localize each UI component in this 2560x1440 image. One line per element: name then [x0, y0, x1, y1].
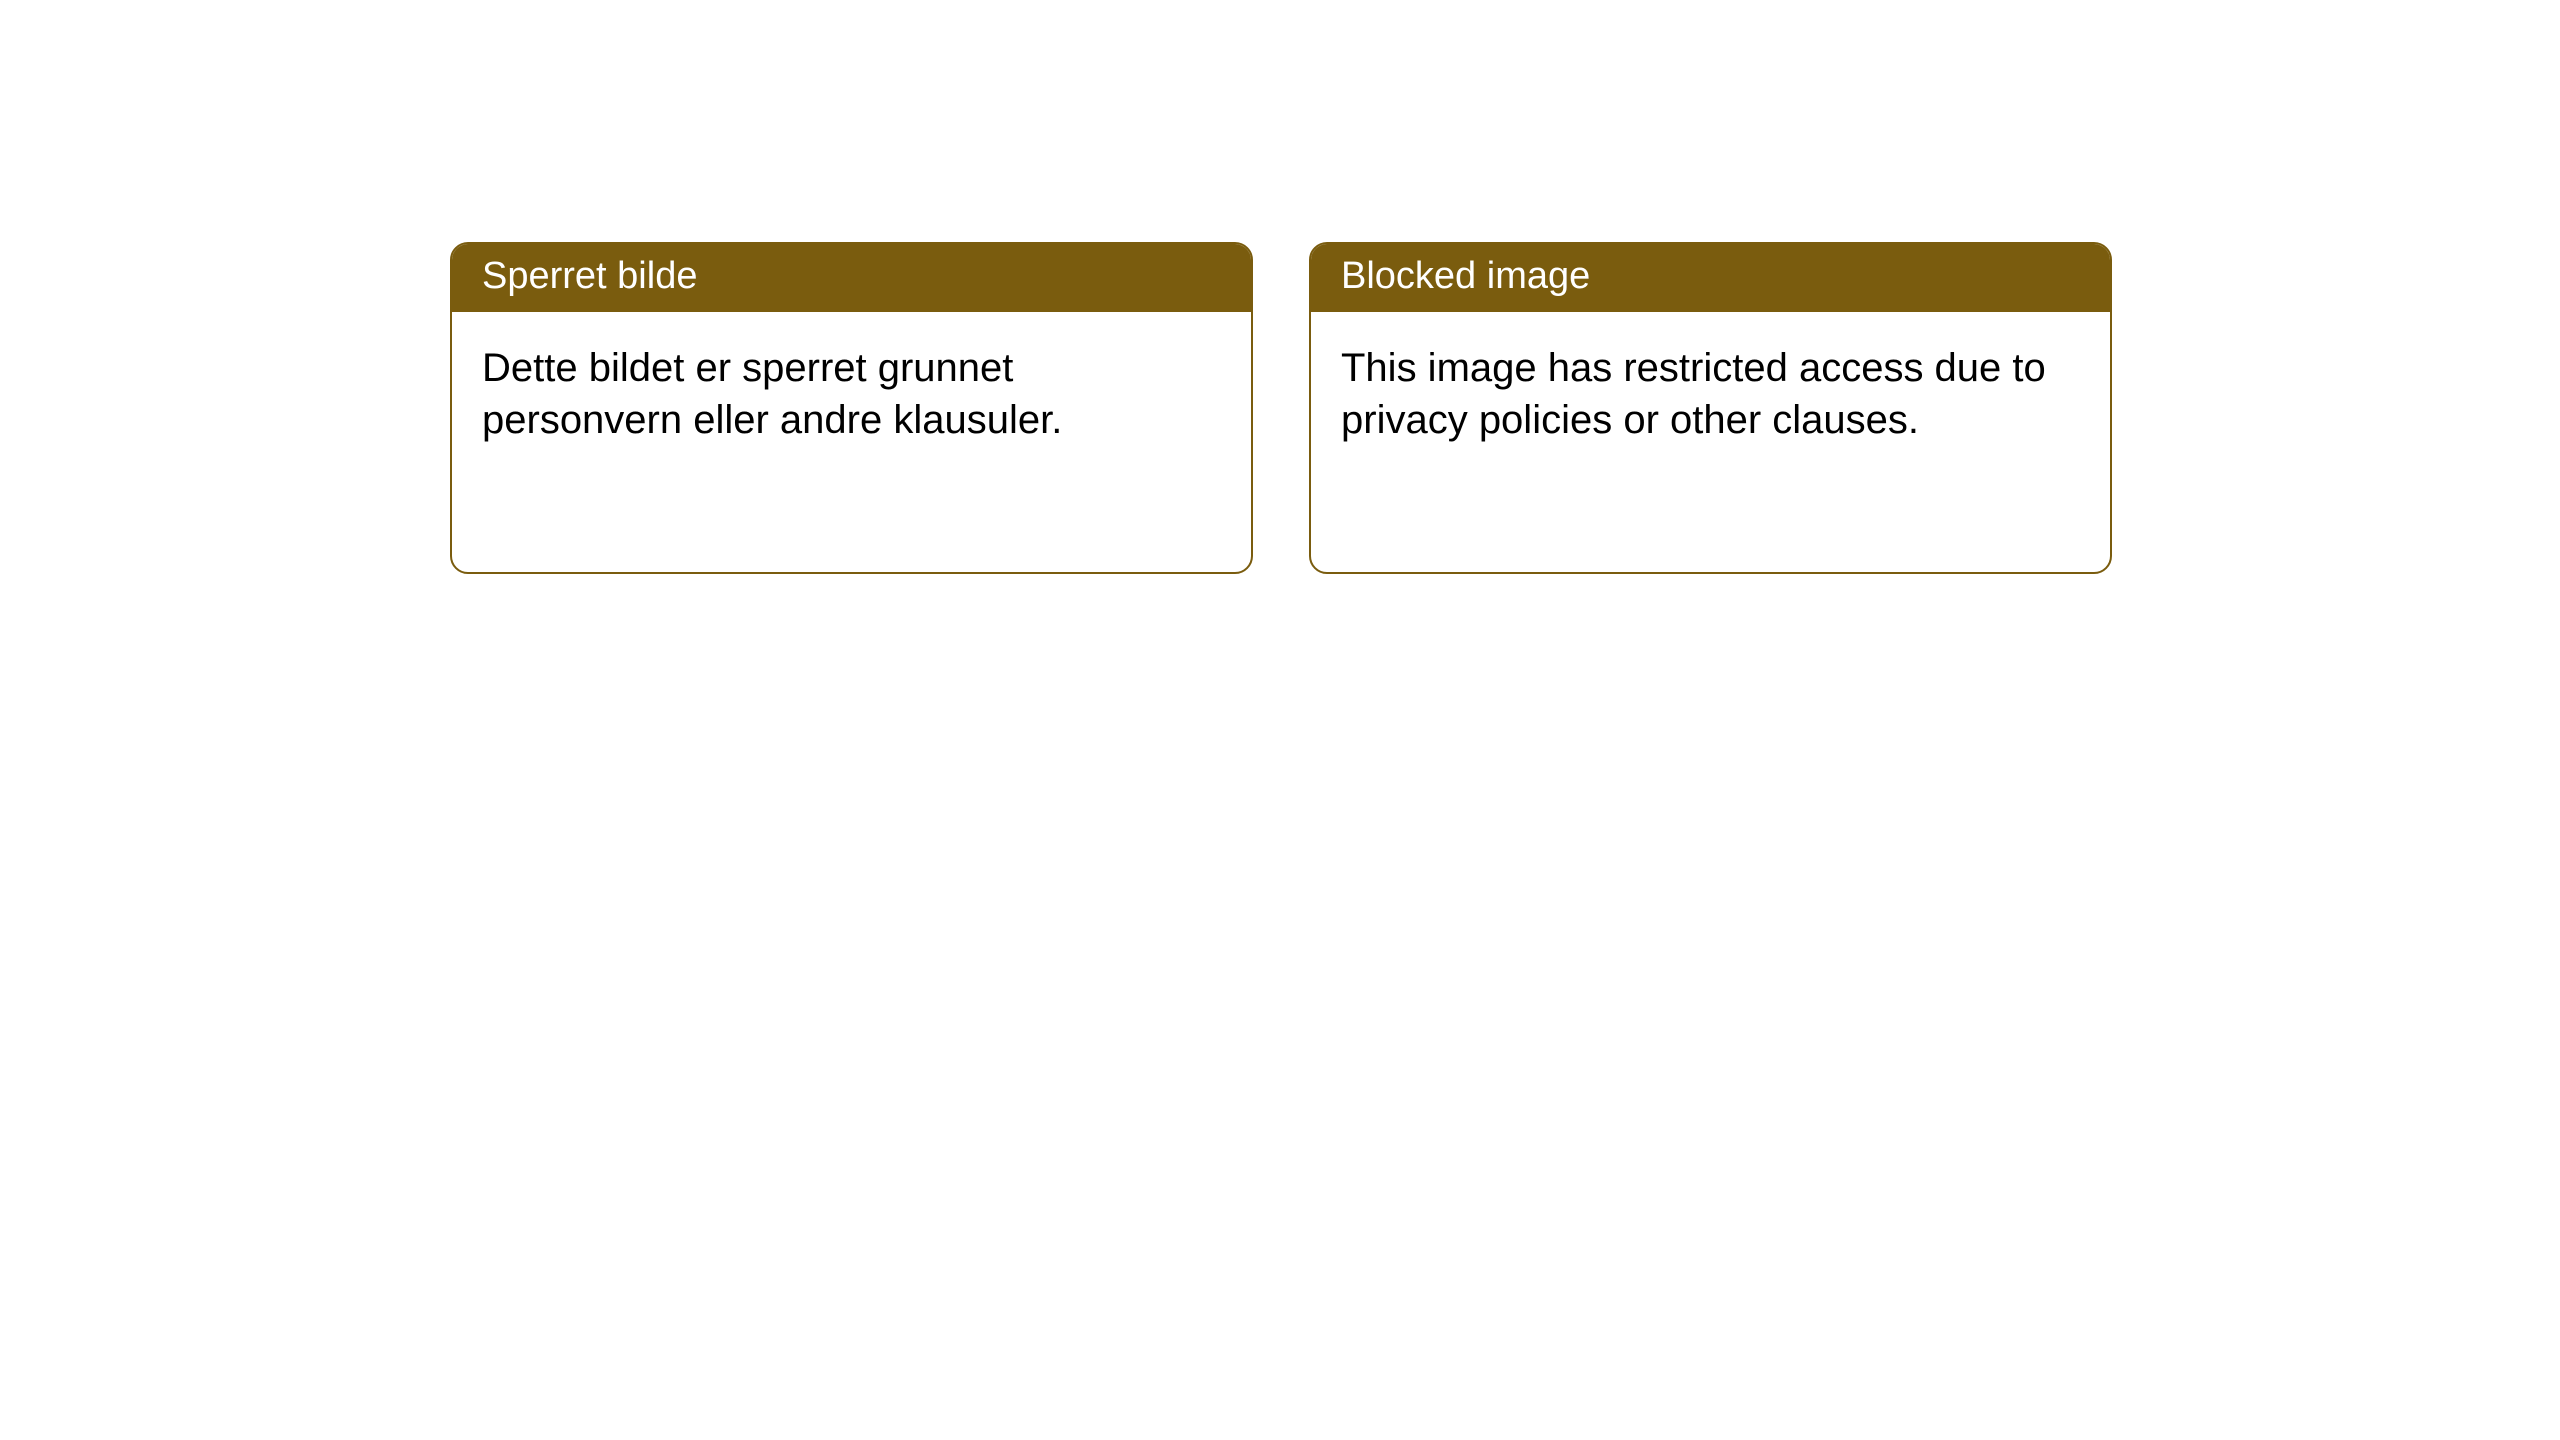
notice-card-norwegian: Sperret bilde Dette bildet er sperret gr…	[450, 242, 1253, 574]
notice-header: Blocked image	[1311, 244, 2110, 312]
notice-body: This image has restricted access due to …	[1311, 312, 2110, 476]
notice-header: Sperret bilde	[452, 244, 1251, 312]
notice-body-text: This image has restricted access due to …	[1341, 346, 2046, 442]
notice-body: Dette bildet er sperret grunnet personve…	[452, 312, 1251, 476]
notice-container: Sperret bilde Dette bildet er sperret gr…	[0, 0, 2560, 574]
notice-title: Sperret bilde	[482, 255, 697, 297]
notice-card-english: Blocked image This image has restricted …	[1309, 242, 2112, 574]
notice-body-text: Dette bildet er sperret grunnet personve…	[482, 346, 1062, 442]
notice-title: Blocked image	[1341, 255, 1590, 297]
